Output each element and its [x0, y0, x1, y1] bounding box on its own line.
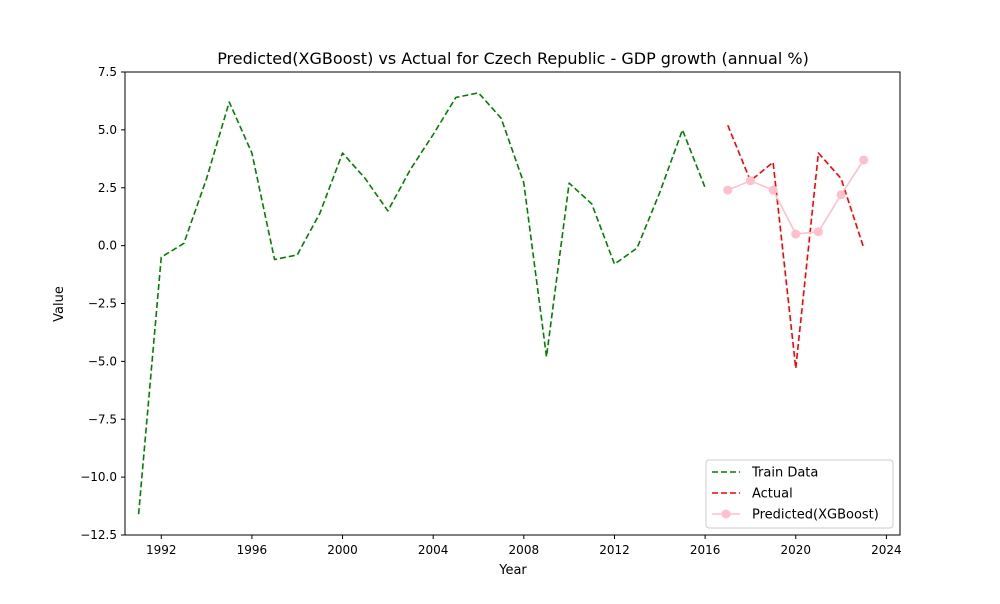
- y-tick-label: −5.0: [88, 354, 117, 368]
- legend-label: Actual: [752, 487, 793, 502]
- legend-marker: [721, 509, 731, 519]
- legend-label: Train Data: [751, 466, 818, 481]
- legend: Train Data Actual Predicted(XGBoost): [705, 459, 894, 529]
- series-train-data: [137, 92, 706, 515]
- y-tick-label: 5.0: [98, 123, 117, 137]
- y-tick-label: −10.0: [80, 470, 117, 484]
- x-tick-label: 2012: [599, 543, 630, 557]
- y-axis-label: Value: [52, 286, 67, 322]
- data-point: [723, 185, 733, 195]
- series-line-actual: [727, 124, 865, 370]
- y-tick-label: 0.0: [98, 239, 117, 253]
- x-tick-label: 1996: [237, 543, 268, 557]
- legend-label: Predicted(XGBoost): [752, 508, 879, 523]
- data-point: [791, 229, 801, 239]
- data-point: [813, 227, 823, 237]
- legend-box: [705, 459, 894, 529]
- series-layer: [137, 92, 869, 515]
- data-point: [768, 185, 778, 195]
- x-tick-label: 2020: [780, 543, 811, 557]
- data-point: [836, 190, 846, 200]
- x-tick-label: 2016: [690, 543, 721, 557]
- x-tick-label: 2000: [327, 543, 358, 557]
- x-axis: 1992 1996 2000 2004 2008 2012 2016 2020 2024: [146, 535, 902, 557]
- legend-item: Actual: [712, 487, 793, 502]
- plot-frame: [124, 71, 901, 536]
- y-axis: −12.5 −10.0 −7.5 −5.0 −2.5 0.0 2.5 5.0 7.5: [80, 65, 125, 542]
- y-tick-label: 7.5: [98, 65, 117, 79]
- series-line-train-data: [137, 92, 706, 515]
- x-tick-label: 2024: [871, 543, 902, 557]
- y-tick-label: −2.5: [88, 297, 117, 311]
- y-tick-label: 2.5: [98, 181, 117, 195]
- y-tick-label: −7.5: [88, 412, 117, 426]
- x-axis-label: Year: [498, 563, 527, 578]
- x-tick-label: 2004: [418, 543, 449, 557]
- data-point: [745, 176, 755, 186]
- legend-item: Train Data: [712, 466, 818, 481]
- series-predicted-xgboost: [723, 155, 869, 239]
- x-tick-label: 1992: [146, 543, 177, 557]
- data-point: [859, 155, 869, 165]
- legend-item: Predicted(XGBoost): [712, 508, 879, 523]
- x-tick-label: 2008: [509, 543, 540, 557]
- chart-title: Predicted(XGBoost) vs Actual for Czech R…: [217, 49, 809, 68]
- series-actual: [727, 124, 865, 370]
- y-tick-label: −12.5: [80, 528, 117, 542]
